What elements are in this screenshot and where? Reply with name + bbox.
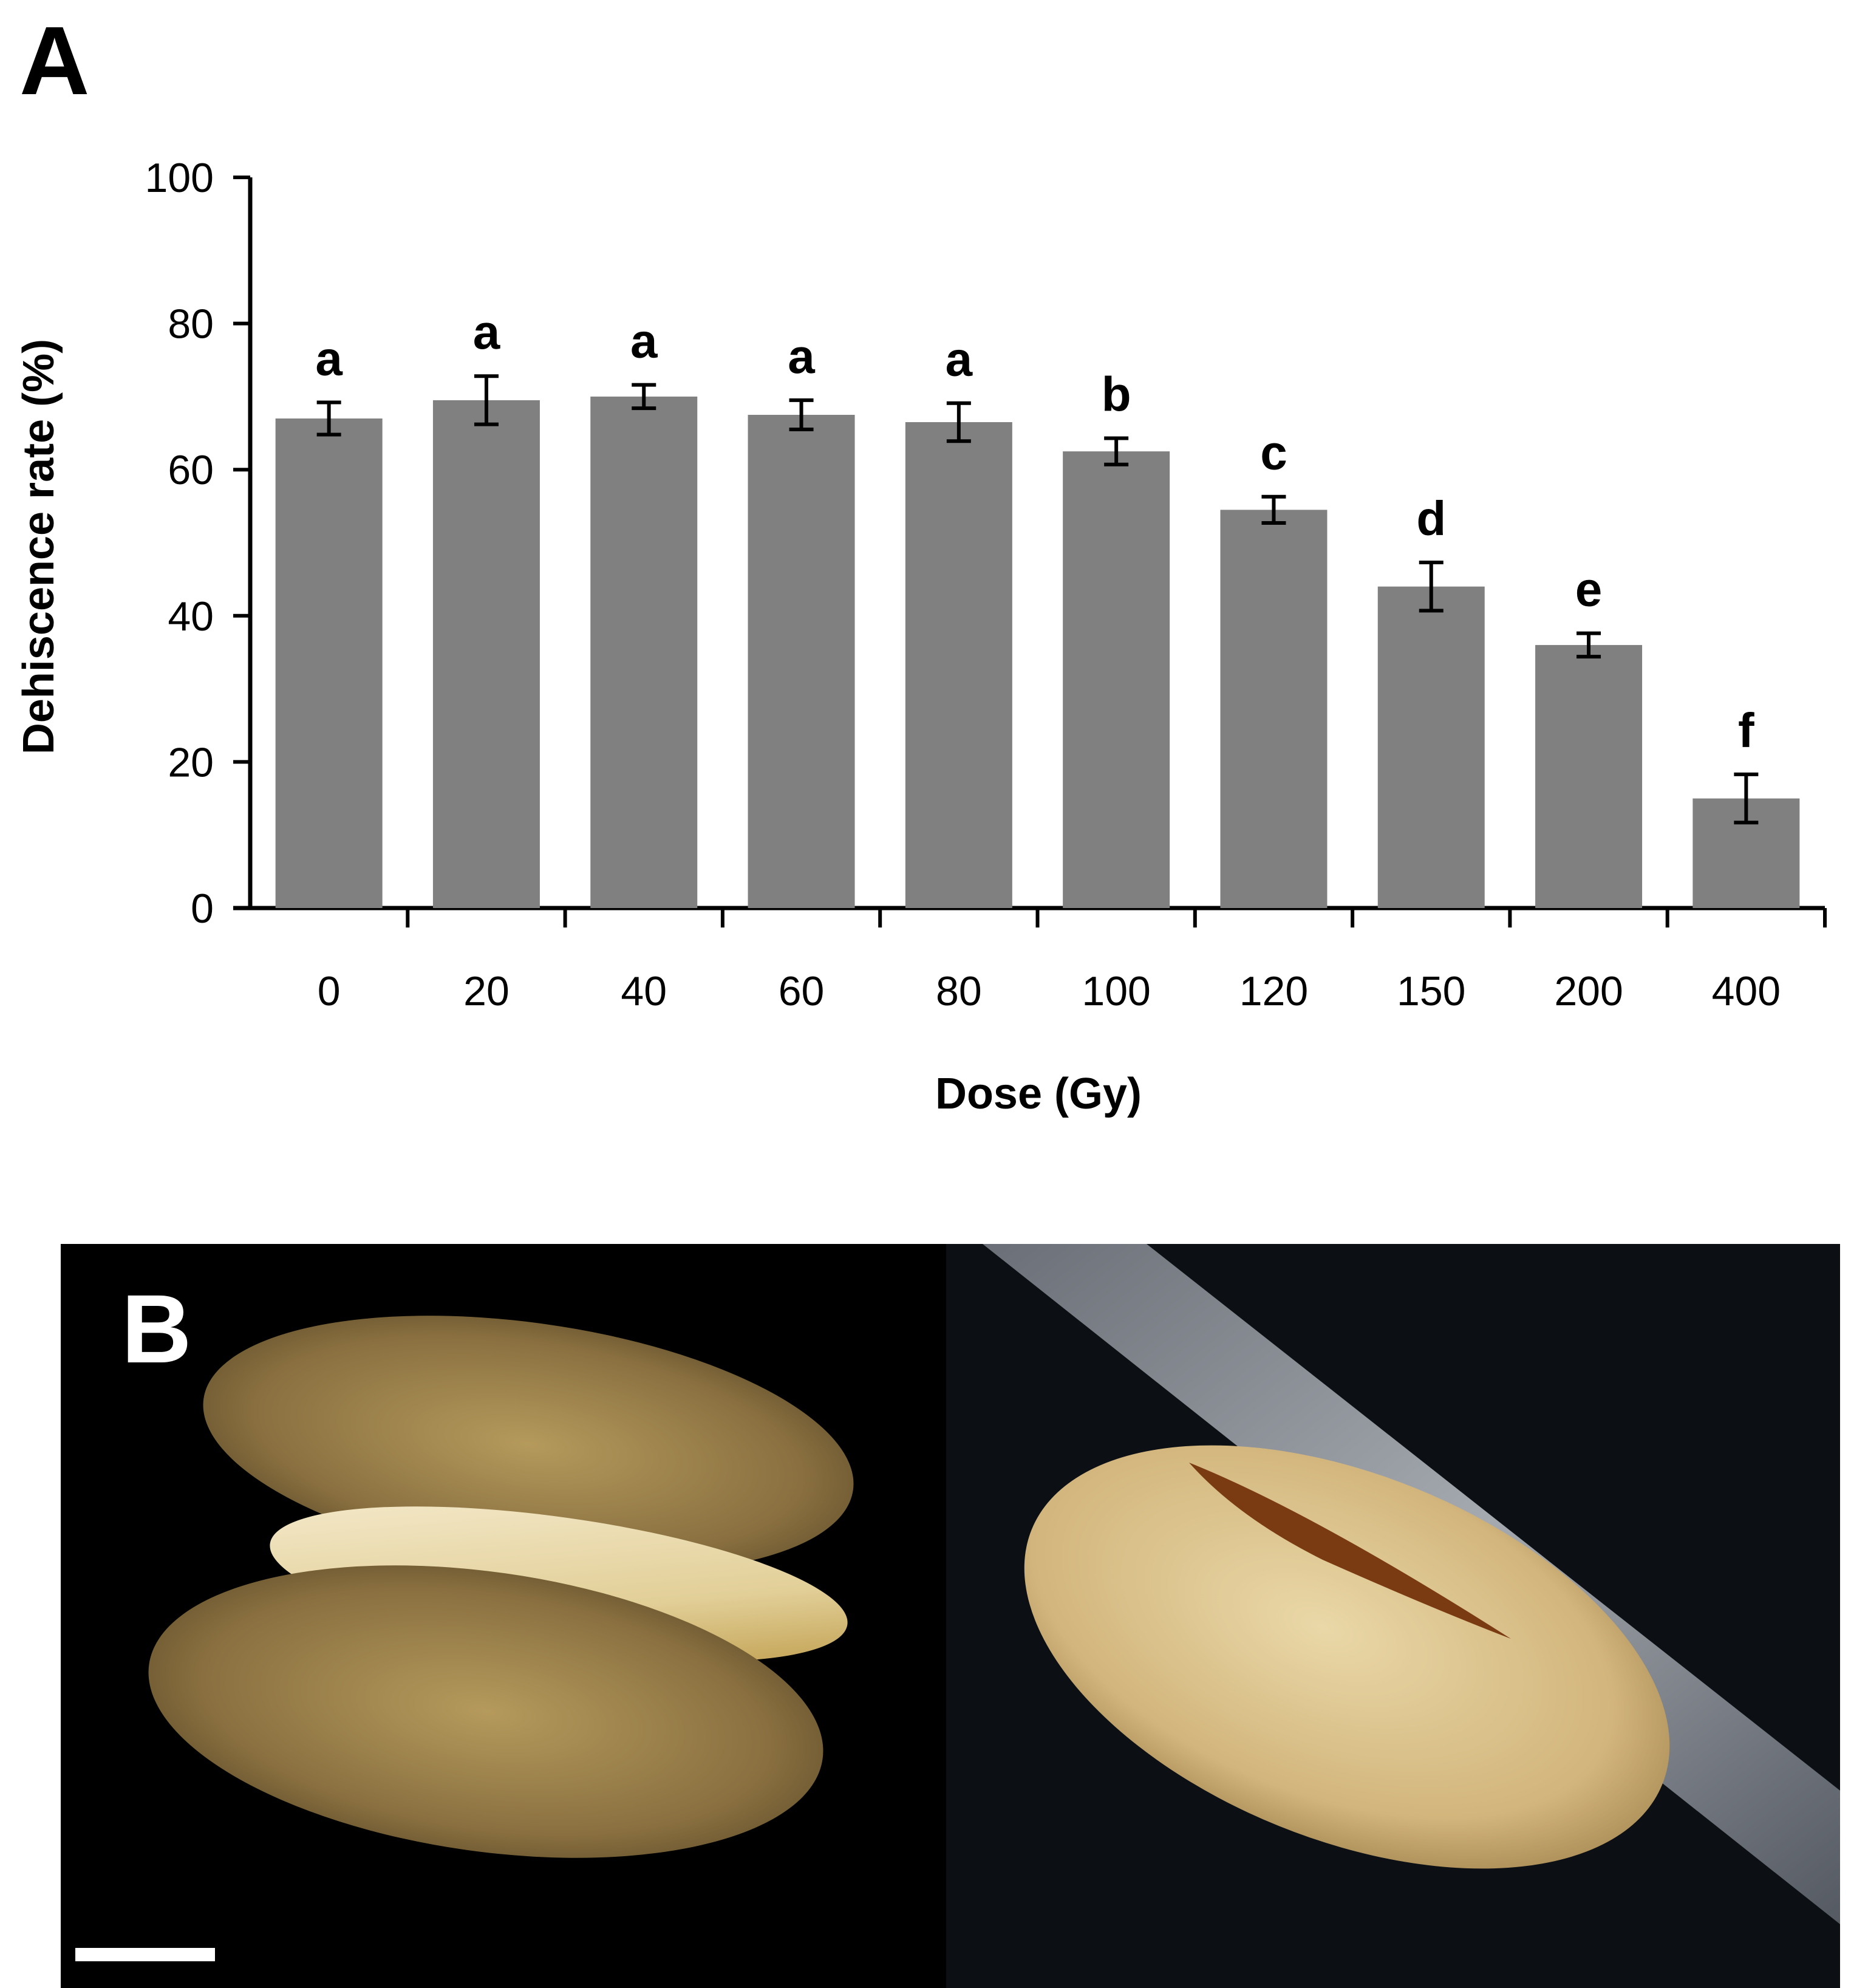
x-axis-label: Dose (Gy) bbox=[935, 1070, 1142, 1118]
x-tick-label: 120 bbox=[1239, 968, 1308, 1014]
photo-panel: B bbox=[61, 1244, 1840, 1988]
y-tick-label: 100 bbox=[145, 155, 214, 201]
bar bbox=[275, 418, 383, 908]
panel-label-b: B bbox=[121, 1274, 192, 1383]
significance-letter: b bbox=[1102, 367, 1131, 421]
x-tick-label: 100 bbox=[1082, 968, 1150, 1014]
significance-letter: a bbox=[473, 305, 500, 359]
significance-letter: f bbox=[1738, 703, 1754, 757]
y-tick-label: 40 bbox=[168, 593, 214, 640]
y-tick-label: 80 bbox=[168, 301, 214, 347]
bar bbox=[905, 422, 1012, 908]
dehiscent-seed-photo-icon bbox=[61, 1244, 943, 1988]
significance-letter: a bbox=[946, 332, 973, 386]
y-tick-label: 60 bbox=[168, 447, 214, 493]
x-tick-label: 0 bbox=[318, 968, 341, 1014]
scale-bar bbox=[75, 1948, 215, 1961]
bar bbox=[1220, 510, 1328, 908]
significance-letter: a bbox=[788, 329, 815, 383]
x-tick-label: 40 bbox=[621, 968, 667, 1014]
significance-letter: a bbox=[630, 314, 658, 368]
x-tick-label: 80 bbox=[936, 968, 982, 1014]
x-tick-label: 60 bbox=[779, 968, 825, 1014]
y-tick-label: 0 bbox=[191, 886, 214, 932]
bar bbox=[1377, 586, 1485, 908]
significance-letter: a bbox=[315, 332, 343, 386]
y-axis-label: Dehiscence rate (%) bbox=[15, 339, 63, 754]
bar bbox=[1063, 451, 1170, 908]
bar bbox=[748, 414, 855, 908]
seed-with-slit-photo-icon bbox=[946, 1244, 1840, 1988]
significance-letter: e bbox=[1575, 562, 1603, 617]
y-tick-label: 20 bbox=[168, 739, 214, 785]
panel-label-a: A bbox=[19, 6, 90, 115]
bar-chart: a a a a a b c d e f 0 20 40 60 80 100 0 20 40 60 80 100 120 1… bbox=[15, 155, 1827, 1118]
x-tick-label: 20 bbox=[463, 968, 510, 1014]
x-tick-label: 150 bbox=[1397, 968, 1465, 1014]
significance-letter: d bbox=[1416, 491, 1446, 545]
bar bbox=[590, 396, 698, 908]
significance-letter: c bbox=[1260, 426, 1287, 480]
x-tick-label: 400 bbox=[1712, 968, 1781, 1014]
x-tick-label: 200 bbox=[1554, 968, 1623, 1014]
bar bbox=[432, 400, 540, 908]
bar bbox=[1535, 644, 1643, 908]
